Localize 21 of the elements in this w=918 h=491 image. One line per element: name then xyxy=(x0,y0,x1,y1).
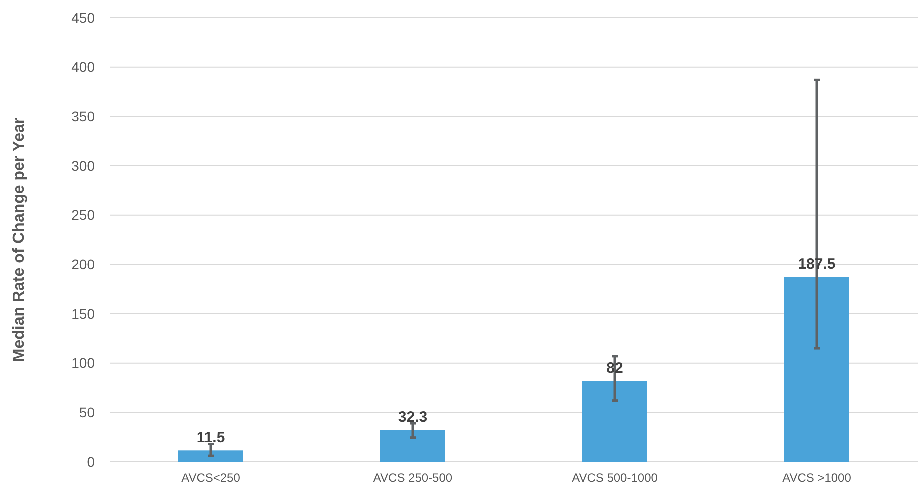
data-label: 11.5 xyxy=(196,430,226,447)
y-tick-label: 100 xyxy=(72,355,96,372)
y-tick-label: 150 xyxy=(72,306,96,322)
x-tick-label: AVCS<250 xyxy=(182,471,241,485)
y-axis-title: Median Rate of Change per Year xyxy=(11,118,28,362)
y-tick-label: 400 xyxy=(72,59,96,76)
y-tick-label: 50 xyxy=(79,404,96,421)
x-tick-label: AVCS 250-500 xyxy=(373,471,453,485)
data-label: 32.3 xyxy=(398,409,428,426)
bar xyxy=(380,430,446,462)
y-tick-label: 300 xyxy=(72,158,96,174)
y-tick-label: 350 xyxy=(72,108,96,125)
y-tick-label: 200 xyxy=(72,256,96,273)
bar xyxy=(178,450,244,462)
y-tick-label: 0 xyxy=(87,454,96,470)
bar xyxy=(784,277,850,462)
y-tick-label: 450 xyxy=(72,10,96,26)
bar xyxy=(582,381,648,462)
y-tick-label: 250 xyxy=(72,207,96,224)
x-tick-label: AVCS 500-1000 xyxy=(572,471,658,485)
x-tick-label: AVCS >1000 xyxy=(782,471,852,485)
